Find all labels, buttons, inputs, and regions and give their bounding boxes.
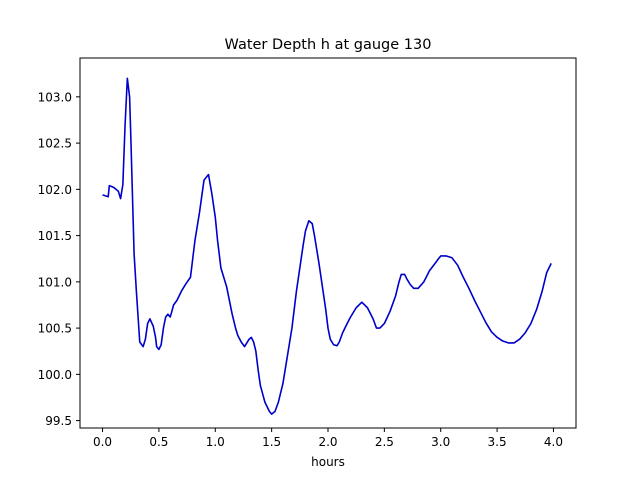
y-tick-label: 101.5 <box>38 229 72 243</box>
x-tick-label: 1.0 <box>206 435 225 449</box>
plot-area <box>102 77 552 415</box>
water-depth-line <box>102 77 552 415</box>
plot-frame <box>79 57 577 429</box>
x-tick-label: 0.0 <box>93 435 112 449</box>
y-tick-label: 100.0 <box>38 368 72 382</box>
y-axis-ticks: 99.5 100.0 100.5 101.0 101.5 102.0 102.5 103.0 <box>38 90 80 428</box>
y-tick-label: 100.5 <box>38 322 72 336</box>
x-tick-label: 2.0 <box>318 435 337 449</box>
x-tick-label: 1.5 <box>262 435 281 449</box>
chart-title: Water Depth h at gauge 130 <box>225 37 432 53</box>
y-tick-label: 99.5 <box>45 414 72 428</box>
x-axis-ticks: 0.0 0.5 1.0 1.5 2.0 2.5 3.0 3.5 4.0 <box>93 428 563 449</box>
y-tick-label: 101.0 <box>38 275 72 289</box>
x-tick-label: 4.0 <box>544 435 563 449</box>
x-tick-label: 3.5 <box>488 435 507 449</box>
x-tick-label: 3.0 <box>431 435 450 449</box>
x-tick-label: 2.5 <box>375 435 394 449</box>
x-tick-label: 0.5 <box>149 435 168 449</box>
x-axis-label: hours <box>311 455 345 469</box>
y-tick-label: 103.0 <box>38 90 72 104</box>
y-tick-label: 102.0 <box>38 183 72 197</box>
y-tick-label: 102.5 <box>38 137 72 151</box>
